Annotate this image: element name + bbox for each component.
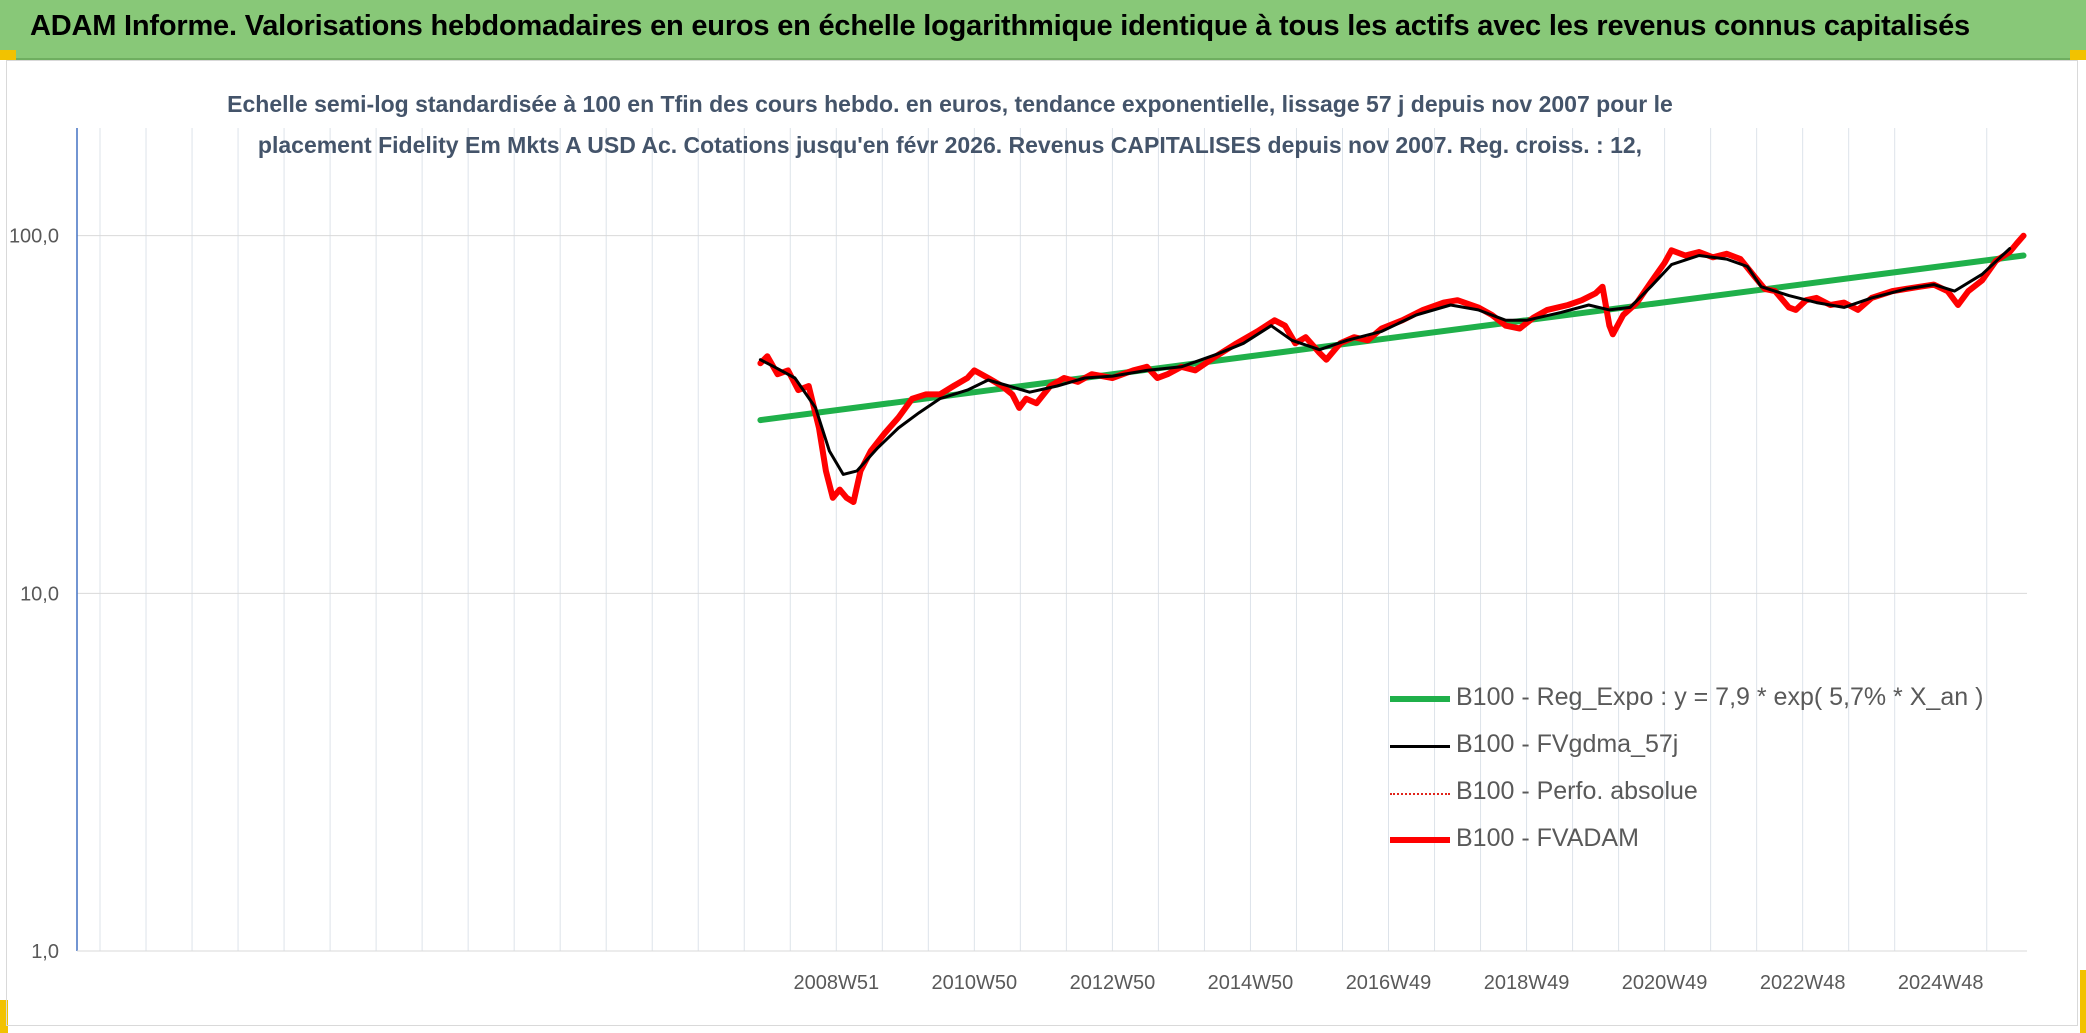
legend-label-smoothed: B100 - FVgdma_57j <box>1456 730 1679 758</box>
legend-swatch-smoothed <box>1390 745 1450 748</box>
x-tick-label: 2008W51 <box>793 972 879 994</box>
legend-swatch-regression <box>1390 696 1450 702</box>
corner-marker-bottom-left <box>0 1000 8 1033</box>
series-smoothed-line <box>758 247 2012 476</box>
chart-subtitle: Echelle semi-log standardisée à 100 en T… <box>150 84 1750 166</box>
legend-swatch-absolute-performance <box>1390 793 1450 795</box>
report-banner: ADAM Informe. Valorisations hebdomadaire… <box>0 0 2086 60</box>
chart-subtitle-line-2: placement Fidelity Em Mkts A USD Ac. Cot… <box>257 132 1643 158</box>
series-regression-line <box>757 252 2027 424</box>
x-tick-label: 2024W48 <box>1898 972 1984 994</box>
y-tick-label: 100,0 <box>9 226 59 248</box>
legend-swatch-fvadam <box>1390 837 1450 843</box>
series-fvadam-line <box>757 232 2027 505</box>
x-tick-label: 2020W49 <box>1622 972 1708 994</box>
chart-frame <box>6 60 2078 1026</box>
legend-label-fvadam: B100 - FVADAM <box>1456 824 1639 852</box>
x-tick-label: 2010W50 <box>932 972 1018 994</box>
legend-label-regression: B100 - Reg_Expo : y = 7,9 * exp( 5,7% * … <box>1456 683 1984 711</box>
legend-label-absolute-performance: B100 - Perfo. absolue <box>1456 777 1698 805</box>
report-title: ADAM Informe. Valorisations hebdomadaire… <box>30 10 1970 42</box>
corner-marker-bottom-right <box>2080 970 2086 1033</box>
x-tick-label: 2016W49 <box>1346 972 1432 994</box>
corner-marker-top-left <box>0 50 16 60</box>
x-tick-label: 2014W50 <box>1208 972 1294 994</box>
y-tick-label: 10,0 <box>20 583 59 605</box>
x-tick-label: 2018W49 <box>1484 972 1570 994</box>
x-tick-label: 2012W50 <box>1070 972 1156 994</box>
y-tick-label: 1,0 <box>31 941 59 963</box>
x-tick-label: 2022W48 <box>1760 972 1846 994</box>
corner-marker-top-right <box>2070 50 2086 60</box>
chart-subtitle-line-1: Echelle semi-log standardisée à 100 en T… <box>227 91 1673 117</box>
